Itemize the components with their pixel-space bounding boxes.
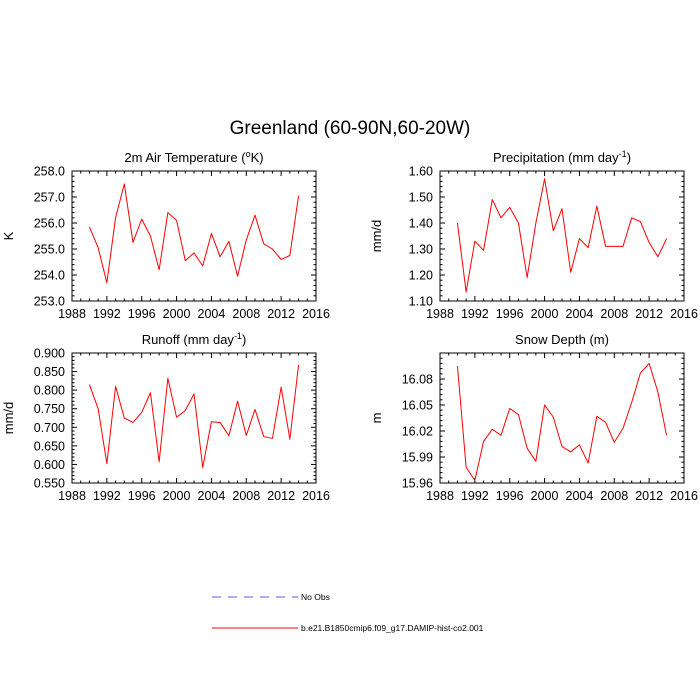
panel-title-superscript: -1: [619, 149, 627, 159]
x-tick-label: 1988: [58, 307, 86, 321]
x-tick-label: 2012: [635, 307, 663, 321]
y-tick-label: 256.0: [34, 217, 65, 231]
x-tick-label: 2012: [635, 489, 663, 503]
x-tick-label: 2008: [232, 489, 260, 503]
panel-title: Runoff (mm day-1): [142, 331, 247, 347]
y-tick-label: 254.0: [34, 269, 65, 283]
y-tick-label: 16.05: [402, 399, 433, 413]
x-tick-label: 2016: [302, 307, 330, 321]
y-axis-label: m: [369, 413, 384, 424]
x-tick-label: 1996: [496, 489, 524, 503]
panel-title-superscript: o: [246, 149, 251, 159]
y-tick-label: 1.30: [409, 243, 433, 257]
x-tick-label: 1996: [496, 307, 524, 321]
y-tick-label: 0.550: [34, 477, 65, 491]
x-tick-label: 2004: [198, 307, 226, 321]
x-tick-label: 2004: [198, 489, 226, 503]
x-tick-label: 1988: [58, 489, 86, 503]
panel-title-main: 2m Air Temperature (: [124, 150, 246, 165]
panel-title-main: Precipitation (mm day: [493, 150, 619, 165]
x-tick-label: 2000: [163, 489, 191, 503]
x-tick-label: 1992: [461, 489, 489, 503]
series-line-temperature: [88, 183, 300, 284]
panel-title-suffix: K): [251, 150, 264, 165]
y-tick-label: 0.600: [34, 458, 65, 472]
x-tick-label: 1992: [461, 307, 489, 321]
y-tick-label: 0.900: [34, 347, 65, 361]
y-axis-label: mm/d: [369, 220, 384, 253]
x-tick-label: 2000: [531, 489, 559, 503]
x-tick-label: 2012: [267, 307, 295, 321]
panels-container: 2m Air Temperature (oK) K 1988 1992 1996 2000…: [1, 149, 698, 503]
y-tick-label: 0.650: [34, 439, 65, 453]
x-tick-label: 1988: [426, 307, 454, 321]
panel-temperature: 2m Air Temperature (oK) K 1988 1992 1996 2000…: [1, 149, 330, 321]
legend-label-no-obs: No Obs: [301, 592, 330, 602]
y-tick-label: 1.40: [409, 217, 433, 231]
series-line-runoff: [88, 364, 300, 468]
y-tick-label: 15.96: [402, 477, 433, 491]
panel-title-main: Snow Depth (m): [515, 332, 609, 347]
y-axis-label: K: [1, 231, 16, 240]
panel-snow-depth: Snow Depth (m) m 1988 1992 1996 2000 2004 2008 2…: [369, 332, 698, 503]
x-tick-label: 2016: [670, 489, 698, 503]
plot-frame: [439, 170, 685, 302]
panel-runoff: Runoff (mm day-1) mm/d 1988 1992 1996 2000 200…: [1, 331, 330, 503]
y-tick-label: 1.60: [409, 165, 433, 179]
panel-title-superscript: -1: [234, 331, 242, 341]
y-tick-label: 0.700: [34, 421, 65, 435]
panel-title-suffix: ): [242, 332, 246, 347]
x-tick-label: 2000: [531, 307, 559, 321]
panel-title: Snow Depth (m): [515, 332, 609, 347]
x-tick-label: 2016: [302, 489, 330, 503]
series-line-precipitation: [456, 178, 668, 293]
y-axis-label: mm/d: [1, 402, 16, 435]
y-tick-label: 258.0: [34, 165, 65, 179]
panel-precipitation: Precipitation (mm day-1) mm/d 1988 1992 1996…: [369, 149, 698, 321]
x-tick-label: 2008: [600, 307, 628, 321]
x-tick-label: 2008: [232, 307, 260, 321]
x-tick-label: 2012: [267, 489, 295, 503]
y-tick-label: 16.02: [402, 425, 433, 439]
y-tick-label: 1.50: [409, 191, 433, 205]
legend-label-model: b.e21.B1850cmip6.f09_g17.DAMIP-hist-co2.…: [301, 623, 484, 633]
x-tick-label: 2004: [566, 489, 594, 503]
panel-title-main: Runoff (mm day: [142, 332, 235, 347]
y-tick-label: 1.10: [409, 295, 433, 309]
y-tick-label: 257.0: [34, 191, 65, 205]
x-tick-label: 1992: [93, 489, 121, 503]
y-tick-label: 0.850: [34, 365, 65, 379]
x-tick-label: 2004: [566, 307, 594, 321]
figure-title: Greenland (60-90N,60-20W): [230, 118, 471, 139]
series-line-snow-depth: [456, 362, 668, 481]
y-tick-label: 1.20: [409, 269, 433, 283]
y-tick-label: 0.800: [34, 384, 65, 398]
plot-frame: [439, 352, 685, 484]
x-tick-label: 2016: [670, 307, 698, 321]
x-tick-label: 1996: [128, 307, 156, 321]
panel-title-suffix: ): [627, 150, 631, 165]
y-tick-label: 253.0: [34, 295, 65, 309]
y-tick-label: 16.08: [402, 373, 433, 387]
x-tick-label: 2008: [600, 489, 628, 503]
x-tick-label: 1992: [93, 307, 121, 321]
y-tick-label: 255.0: [34, 243, 65, 257]
y-tick-label: 0.750: [34, 402, 65, 416]
legend: No Obs b.e21.B1850cmip6.f09_g17.DAMIP-hi…: [212, 592, 484, 633]
panel-title: 2m Air Temperature (oK): [124, 149, 263, 165]
x-tick-label: 1996: [128, 489, 156, 503]
y-tick-label: 15.99: [402, 451, 433, 465]
plot-frame: [71, 170, 317, 302]
x-tick-label: 1988: [426, 489, 454, 503]
plot-frame: [71, 352, 317, 484]
x-tick-label: 2000: [163, 307, 191, 321]
panel-title: Precipitation (mm day-1): [493, 149, 631, 165]
